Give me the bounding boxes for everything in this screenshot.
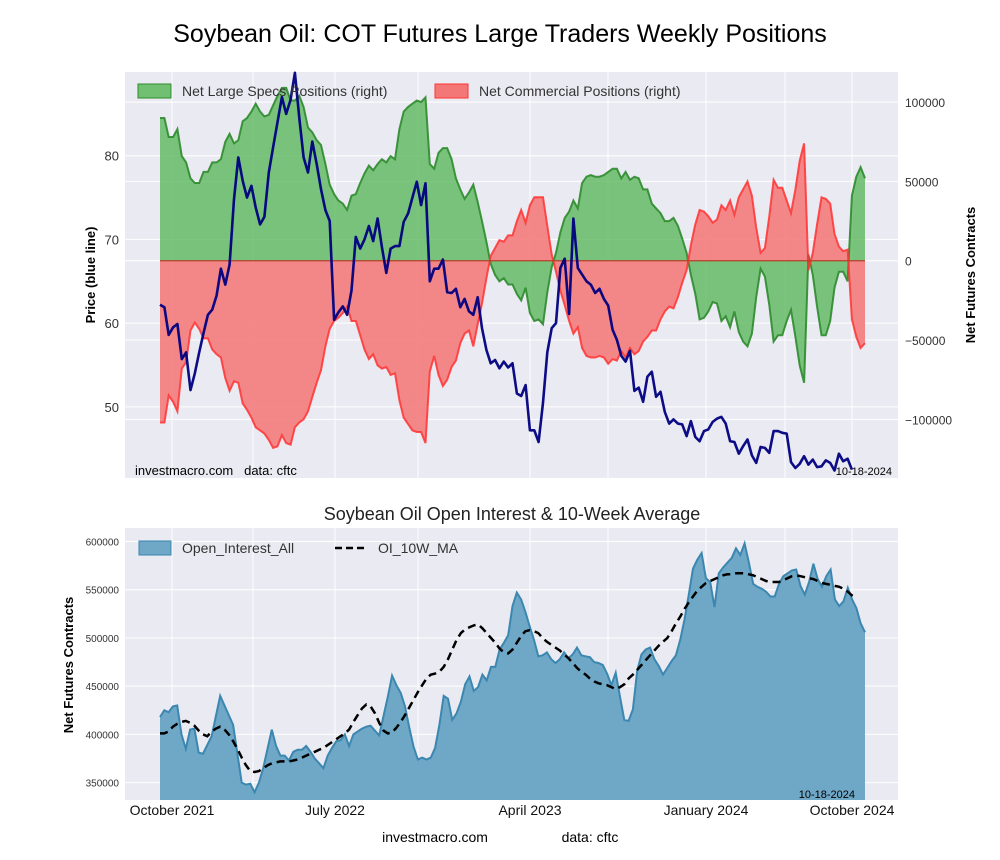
positions-watermark: investmacro.com data: cftc <box>135 463 297 478</box>
positions-areas <box>160 86 866 450</box>
open-interest-axis-ticks: 350000 400000 450000 500000 550000 600000 <box>86 538 120 790</box>
oi-tick-label: 550000 <box>86 586 120 597</box>
positions-legend: Net Large Specs Positions (right) Net Co… <box>137 83 681 99</box>
contracts-tick-label: 50000 <box>905 175 939 189</box>
date-tick-label: October 2021 <box>130 802 215 818</box>
footer-site: investmacro.com <box>382 829 488 845</box>
price-axis-ticks: 50 60 70 80 <box>105 149 119 415</box>
legend-label-oi: Open_Interest_All <box>182 540 294 556</box>
page-title: Soybean Oil: COT Futures Large Traders W… <box>173 20 827 48</box>
open-interest-area-group <box>159 539 866 800</box>
price-tick-label: 50 <box>105 400 119 415</box>
open-interest-chart: Soybean Oil Open Interest & 10-Week Aver… <box>61 504 898 818</box>
contracts-tick-label: −100000 <box>905 413 952 427</box>
oi-tick-label: 500000 <box>86 634 120 645</box>
price-line-group <box>159 71 854 472</box>
contracts-axis-label: Net Futures Contracts <box>963 207 978 344</box>
date-tick-label: January 2024 <box>664 802 749 818</box>
open-interest-area <box>160 543 865 800</box>
open-interest-line <box>159 539 866 795</box>
price-tick-label: 60 <box>105 316 119 331</box>
contracts-axis-ticks: −100000 −50000 0 50000 100000 <box>905 96 952 427</box>
commercial-line <box>160 143 866 450</box>
legend-label-commercial: Net Commercial Positions (right) <box>479 83 681 99</box>
open-interest-title: Soybean Oil Open Interest & 10-Week Aver… <box>324 504 701 524</box>
oi-tick-label: 350000 <box>86 779 120 790</box>
contracts-tick-label: 0 <box>905 255 912 269</box>
footer-data: data: cftc <box>562 829 619 845</box>
specs-area <box>160 87 865 383</box>
oi-tick-label: 400000 <box>86 730 120 741</box>
date-axis-ticks: October 2021 July 2022 April 2023 January 2… <box>130 802 895 818</box>
legend-swatch-commercial <box>434 83 469 99</box>
open-interest-date-stamp: 10-18-2024 <box>799 789 855 801</box>
oi-tick-label: 450000 <box>86 682 120 693</box>
commercial-area <box>160 143 865 448</box>
open-interest-legend: Open_Interest_All OI_10W_MA <box>138 540 459 556</box>
legend-swatch-specs <box>137 83 172 99</box>
ma-line-group <box>160 572 858 774</box>
price-tick-label: 80 <box>105 149 119 164</box>
legend-label-ma: OI_10W_MA <box>378 540 459 556</box>
legend-swatch-oi <box>138 540 172 556</box>
positions-date-stamp: 10-18-2024 <box>836 466 892 478</box>
price-line <box>159 71 854 472</box>
contracts-tick-label: 100000 <box>905 96 945 110</box>
positions-chart: 50 60 70 80 −100000 −50000 0 50000 100000 Price… <box>83 71 978 478</box>
specs-line <box>160 86 866 384</box>
legend-label-specs: Net Large Specs Positions (right) <box>182 83 387 99</box>
open-interest-axis-label: Net Futures Contracts <box>61 597 76 734</box>
contracts-tick-label: −50000 <box>905 334 946 348</box>
price-tick-label: 70 <box>105 232 119 247</box>
date-tick-label: October 2024 <box>810 802 895 818</box>
oi-tick-label: 600000 <box>86 538 120 549</box>
ma-line <box>160 572 858 774</box>
price-axis-label: Price (blue line) <box>83 227 98 324</box>
date-tick-label: April 2023 <box>498 802 561 818</box>
date-tick-label: July 2022 <box>305 802 365 818</box>
